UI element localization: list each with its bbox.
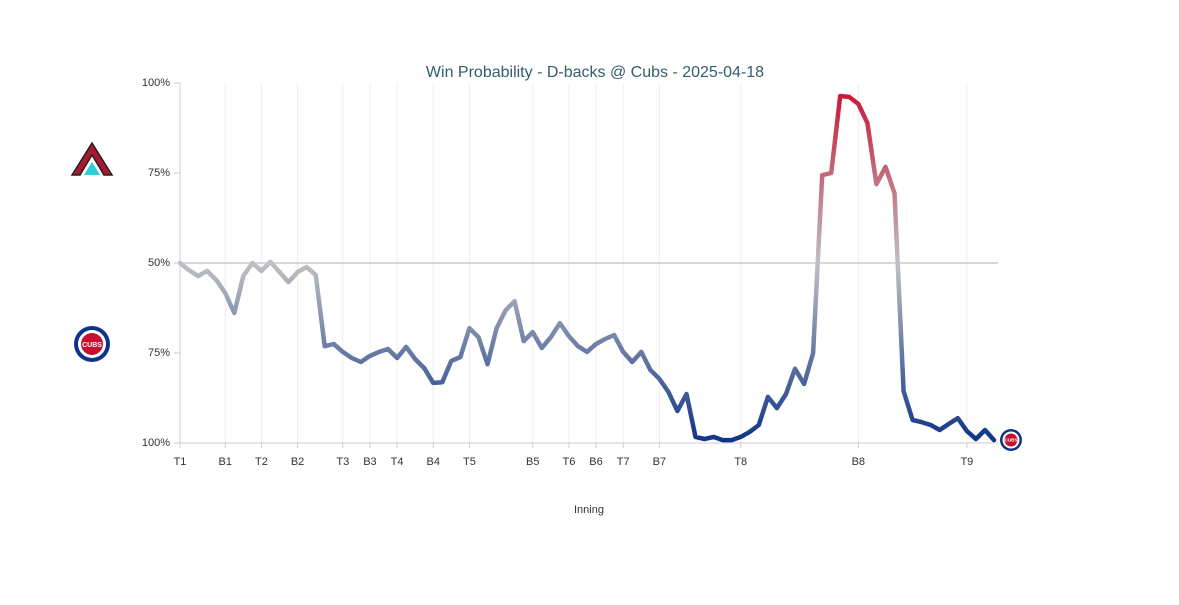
x-tick-label: T3: [336, 456, 349, 468]
x-tick-label: T8: [734, 456, 747, 468]
y-tick-label: 50%: [148, 257, 170, 269]
y-tick-label: 75%: [148, 167, 170, 179]
home-logo: CUBS: [74, 326, 110, 362]
logo-shape: [70, 141, 114, 176]
x-tick-label: T4: [391, 456, 404, 468]
chart-title: Win Probability - D-backs @ Cubs - 2025-…: [426, 64, 764, 81]
logo-c: [1004, 433, 1018, 447]
x-tick-label: B7: [653, 456, 666, 468]
plot: T1 B1 T2 B2 T3 B3 T4 B4 T5 B5 T6 B6 T7 B7 T8 B8 T9 100% 75…: [142, 77, 998, 468]
x-tick-label: B8: [852, 456, 865, 468]
x-tick-label: B3: [363, 456, 376, 468]
logo-c: [81, 333, 103, 355]
win-probability-line: [177, 93, 997, 443]
y-tick-label: 75%: [148, 347, 170, 359]
logo-shape: [84, 162, 100, 175]
x-tick-label: T1: [174, 456, 187, 468]
x-tick-label: B6: [589, 456, 602, 468]
x-tick-label: T6: [562, 456, 575, 468]
y-tick-label: 100%: [142, 77, 170, 89]
away-logo: [70, 141, 114, 176]
x-tick-label: B4: [427, 456, 440, 468]
logo-text: CUBS: [82, 342, 102, 349]
end-logo: CUBS: [1000, 429, 1022, 451]
x-tick-label: T2: [255, 456, 268, 468]
x-tick-label: B2: [291, 456, 304, 468]
x-tick-label: T7: [617, 456, 630, 468]
x-axis-label: Inning: [574, 504, 604, 516]
x-tick-label: B5: [526, 456, 539, 468]
x-tick-label: B1: [218, 456, 231, 468]
x-tick-label: T5: [463, 456, 476, 468]
x-tick-label: T9: [960, 456, 973, 468]
logo-text: CUBS: [1005, 438, 1018, 443]
y-tick-label: 100%: [142, 437, 170, 449]
